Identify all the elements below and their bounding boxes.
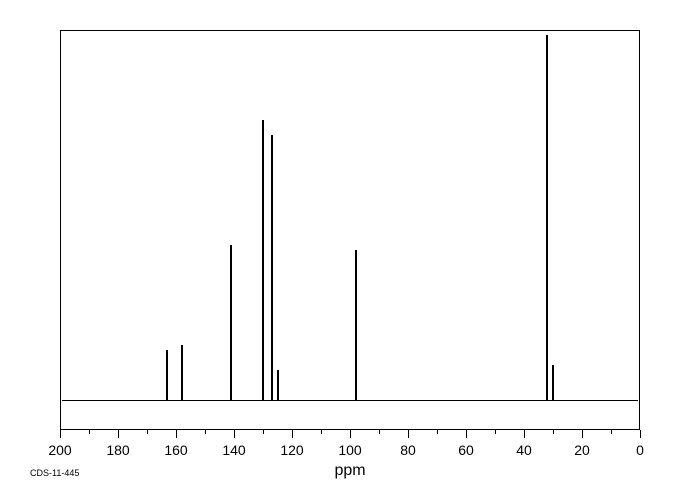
tick-minor: [553, 430, 554, 434]
peak: [277, 370, 279, 400]
tick-minor: [495, 430, 496, 434]
tick-label: 180: [106, 442, 129, 458]
tick-major: [582, 430, 583, 438]
tick-minor: [89, 430, 90, 434]
tick-label: 140: [222, 442, 245, 458]
tick-minor: [205, 430, 206, 434]
tick-minor: [321, 430, 322, 434]
peak: [355, 250, 357, 400]
baseline: [62, 400, 638, 401]
peak: [181, 345, 183, 400]
tick-label: 40: [516, 442, 532, 458]
tick-minor: [437, 430, 438, 434]
tick-major: [292, 430, 293, 438]
peak: [546, 35, 548, 400]
tick-major: [408, 430, 409, 438]
tick-label: 80: [400, 442, 416, 458]
peak: [262, 120, 264, 400]
tick-major: [640, 430, 641, 438]
tick-minor: [611, 430, 612, 434]
tick-minor: [379, 430, 380, 434]
tick-label: 200: [48, 442, 71, 458]
peak: [230, 245, 232, 400]
peak: [552, 365, 554, 400]
tick-major: [524, 430, 525, 438]
tick-major: [234, 430, 235, 438]
corner-label: CDS-11-445: [30, 468, 79, 478]
tick-minor: [147, 430, 148, 434]
tick-label: 160: [164, 442, 187, 458]
tick-major: [176, 430, 177, 438]
tick-label: 0: [636, 442, 644, 458]
tick-label: 20: [574, 442, 590, 458]
tick-label: 120: [280, 442, 303, 458]
tick-minor: [263, 430, 264, 434]
x-axis-label: ppm: [334, 462, 365, 480]
peak: [271, 135, 273, 400]
spectrum-container: 200180160140120100806040200 ppm CDS-11-4…: [0, 0, 680, 500]
peak: [166, 350, 168, 400]
tick-label: 60: [458, 442, 474, 458]
tick-major: [350, 430, 351, 438]
tick-major: [118, 430, 119, 438]
tick-label: 100: [338, 442, 361, 458]
tick-major: [60, 430, 61, 438]
tick-major: [466, 430, 467, 438]
